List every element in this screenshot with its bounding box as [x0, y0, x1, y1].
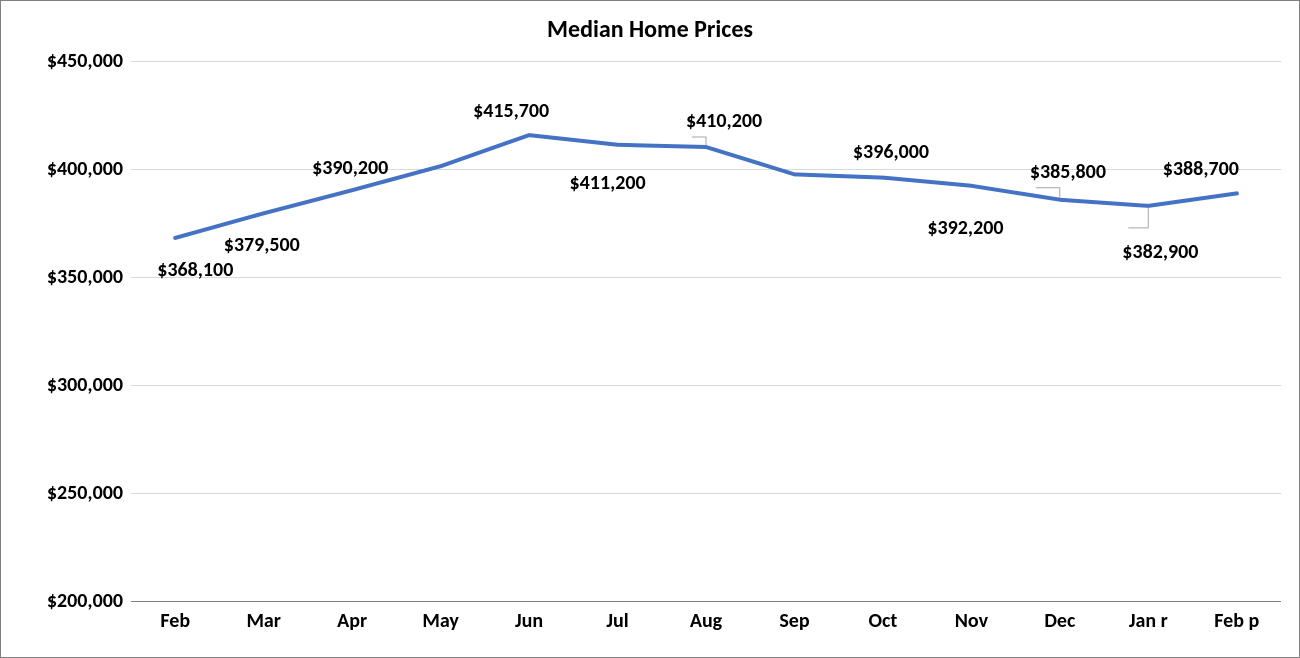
series-line: [175, 135, 1237, 238]
y-tick-label: $200,000: [47, 589, 131, 613]
leader-line: [1128, 208, 1148, 228]
data-label: $415,700: [473, 101, 549, 121]
x-tick-label: May: [422, 601, 458, 633]
data-label: $396,000: [853, 142, 929, 162]
data-label: $390,200: [312, 158, 388, 178]
x-tick-label: Dec: [1044, 601, 1075, 633]
x-tick-label: Feb: [160, 601, 190, 633]
y-tick-label: $350,000: [47, 265, 131, 289]
x-tick-label: Feb p: [1214, 601, 1259, 633]
y-tick-label: $400,000: [47, 157, 131, 181]
data-label: $388,700: [1163, 159, 1239, 179]
data-label: $392,200: [927, 218, 1003, 238]
data-label: $382,900: [1122, 242, 1198, 262]
line-layer: [131, 61, 1281, 601]
data-label: $411,200: [570, 173, 646, 193]
y-tick-label: $250,000: [47, 481, 131, 505]
leader-line: [692, 137, 706, 145]
x-tick-label: Oct: [869, 601, 898, 633]
x-tick-label: Jul: [606, 601, 628, 633]
chart-frame: Median Home Prices $200,000$250,000$300,…: [0, 0, 1300, 658]
x-tick-label: Aug: [690, 601, 722, 633]
data-label: $410,200: [686, 111, 762, 131]
x-tick-label: Sep: [779, 601, 809, 633]
x-tick-label: Mar: [246, 601, 280, 633]
chart-title: Median Home Prices: [1, 15, 1299, 44]
y-tick-label: $450,000: [47, 49, 131, 73]
x-tick-label: Jan r: [1129, 601, 1168, 633]
data-label: $379,500: [224, 235, 300, 255]
x-tick-label: Apr: [337, 601, 367, 633]
x-tick-label: Jun: [515, 601, 543, 633]
data-label: $385,800: [1030, 162, 1106, 182]
y-tick-label: $300,000: [47, 373, 131, 397]
plot-area: $200,000$250,000$300,000$350,000$400,000…: [131, 61, 1281, 601]
data-label: $368,100: [157, 260, 233, 280]
x-tick-label: Nov: [955, 601, 988, 633]
